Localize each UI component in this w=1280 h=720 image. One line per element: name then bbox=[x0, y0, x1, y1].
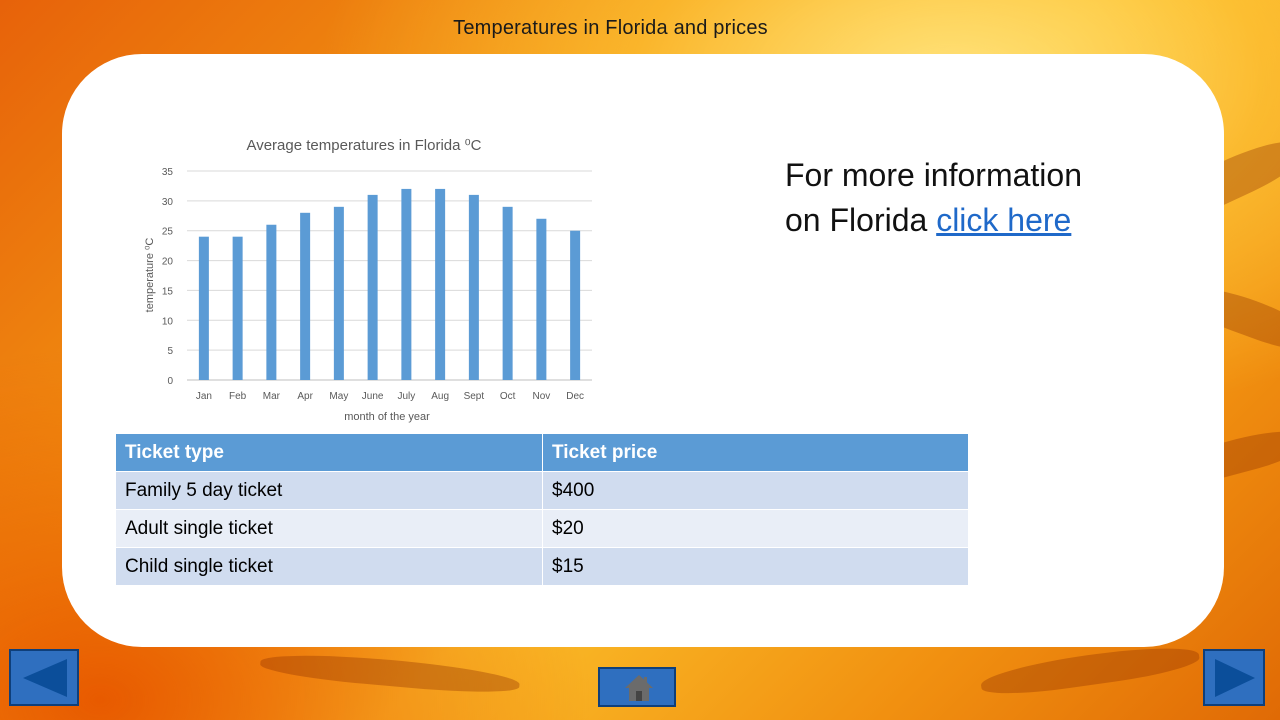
bar-nov bbox=[536, 218, 547, 380]
click-here-link[interactable]: click here bbox=[936, 202, 1072, 238]
chart-xlabel: month of the year bbox=[344, 411, 430, 423]
more-info-label: For more information on Florida bbox=[785, 157, 1082, 238]
ticket-type-cell: Child single ticket bbox=[115, 547, 543, 586]
x-tick-label: Nov bbox=[532, 391, 550, 402]
header-ticket-type: Ticket type bbox=[115, 433, 543, 472]
table-row: Family 5 day ticket $400 bbox=[115, 471, 969, 510]
more-info-text: For more information on Florida click he… bbox=[785, 153, 1085, 243]
next-slide-button[interactable] bbox=[1203, 649, 1265, 706]
bar-apr bbox=[300, 212, 311, 380]
ticket-price-cell: $15 bbox=[542, 547, 969, 586]
right-arrow-icon bbox=[1215, 659, 1255, 697]
y-tick-label: 5 bbox=[167, 346, 173, 357]
home-button[interactable] bbox=[598, 667, 676, 707]
chart-title: Average temperatures in Florida ⁰C bbox=[246, 137, 481, 154]
x-tick-label: Jan bbox=[196, 391, 212, 402]
bar-aug bbox=[435, 188, 446, 380]
ticket-price-table: Ticket type Ticket price Family 5 day ti… bbox=[115, 433, 969, 586]
bar-june bbox=[367, 194, 378, 380]
table-row: Adult single ticket $20 bbox=[115, 509, 969, 548]
x-tick-label: July bbox=[397, 391, 415, 402]
x-tick-label: Sept bbox=[464, 391, 485, 402]
x-tick-label: Aug bbox=[431, 391, 449, 402]
table-row: Child single ticket $15 bbox=[115, 547, 969, 586]
y-tick-label: 25 bbox=[162, 227, 174, 238]
bar-sept bbox=[468, 194, 479, 380]
page-title: Temperatures in Florida and prices bbox=[453, 17, 768, 39]
bar-mar bbox=[266, 224, 277, 380]
home-icon bbox=[625, 675, 653, 701]
y-tick-label: 10 bbox=[162, 316, 174, 327]
x-tick-label: May bbox=[329, 391, 348, 402]
previous-slide-button[interactable] bbox=[9, 649, 79, 706]
temperature-bar-chart: Average temperatures in Florida ⁰C 0 5 10 1… bbox=[144, 137, 592, 423]
palm-frond-decoration bbox=[978, 639, 1202, 701]
x-tick-label: Apr bbox=[297, 391, 313, 402]
y-tick-label: 15 bbox=[162, 286, 174, 297]
bar-feb bbox=[232, 236, 243, 380]
y-tick-label: 35 bbox=[162, 167, 174, 178]
x-tick-label: June bbox=[362, 391, 384, 402]
header-ticket-price: Ticket price bbox=[542, 433, 969, 472]
bar-oct bbox=[502, 206, 513, 380]
palm-frond-decoration bbox=[259, 648, 521, 698]
x-tick-label: Mar bbox=[263, 391, 281, 402]
ticket-type-cell: Adult single ticket bbox=[115, 509, 543, 548]
ticket-price-cell: $400 bbox=[542, 471, 969, 510]
bar-jan bbox=[198, 236, 209, 380]
bar-july bbox=[401, 188, 412, 380]
x-tick-label: Feb bbox=[229, 391, 247, 402]
bar-dec bbox=[570, 230, 581, 380]
y-tick-label: 20 bbox=[162, 257, 174, 268]
bar-may bbox=[333, 206, 344, 380]
table-header-row: Ticket type Ticket price bbox=[115, 433, 969, 472]
x-tick-label: Oct bbox=[500, 391, 516, 402]
x-tick-label: Dec bbox=[566, 391, 584, 402]
y-tick-label: 30 bbox=[162, 197, 174, 208]
y-tick-label: 0 bbox=[167, 376, 173, 387]
ticket-type-cell: Family 5 day ticket bbox=[115, 471, 543, 510]
chart-ylabel: temperature ⁰C bbox=[144, 238, 156, 313]
ticket-price-cell: $20 bbox=[542, 509, 969, 548]
left-arrow-icon bbox=[23, 659, 67, 697]
